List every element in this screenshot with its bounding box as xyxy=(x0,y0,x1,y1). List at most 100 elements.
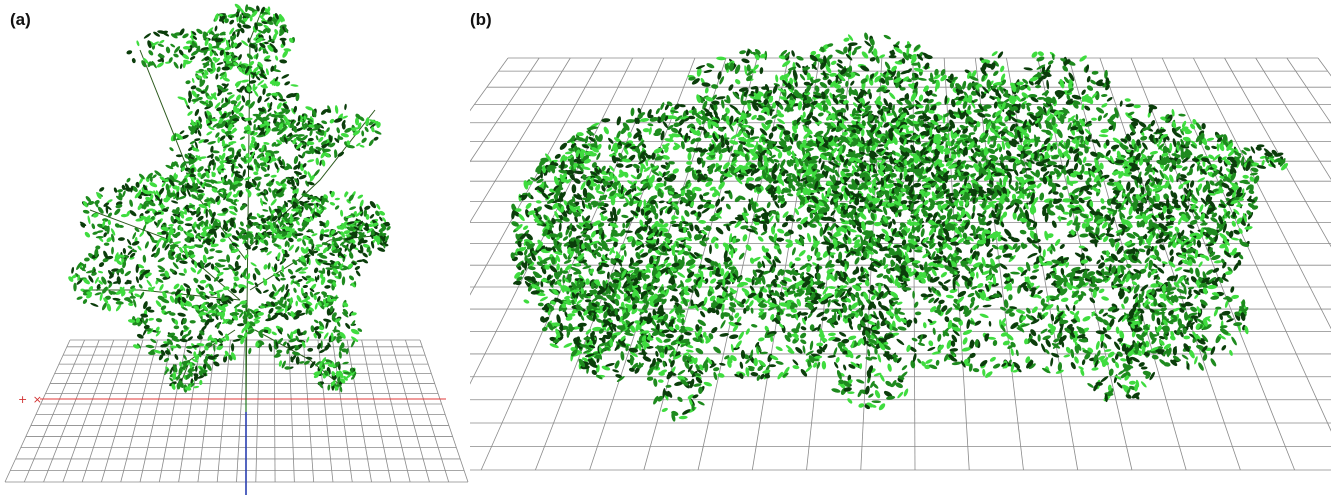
leaf xyxy=(299,361,305,364)
leaf xyxy=(131,249,137,253)
leaf xyxy=(315,258,321,266)
leaf xyxy=(286,132,293,138)
leaf xyxy=(281,39,286,46)
leaf xyxy=(331,312,337,318)
leaf xyxy=(349,232,356,237)
leaf xyxy=(138,173,145,180)
leaf xyxy=(178,49,184,56)
leaf xyxy=(121,184,126,191)
leaf xyxy=(170,43,176,48)
leaf xyxy=(254,43,258,50)
leaf xyxy=(207,302,214,308)
leaf xyxy=(320,340,323,349)
leaf xyxy=(331,296,339,300)
leaf xyxy=(216,345,222,350)
leaf xyxy=(204,38,209,47)
leaf xyxy=(233,265,242,272)
leaf xyxy=(232,193,238,198)
leaf xyxy=(320,272,324,279)
leaf xyxy=(1124,98,1131,102)
leaf xyxy=(660,102,665,111)
leaf xyxy=(310,207,316,214)
leaf xyxy=(371,230,375,236)
leaf xyxy=(206,363,212,371)
leaf xyxy=(224,130,232,135)
leaf xyxy=(227,118,233,126)
leaf xyxy=(264,97,270,102)
leaf xyxy=(290,275,296,279)
leaf xyxy=(317,259,324,262)
leaf xyxy=(307,120,313,126)
leaf xyxy=(282,50,289,58)
leaf xyxy=(305,300,313,306)
grid-a-line xyxy=(419,339,469,483)
leaf xyxy=(330,332,334,342)
leaf xyxy=(324,152,331,158)
leaf xyxy=(328,335,332,343)
leaf xyxy=(175,162,179,168)
leaf xyxy=(195,287,200,294)
leaf xyxy=(703,296,708,305)
leaf xyxy=(231,159,237,164)
axis-origin-marker: + × xyxy=(18,393,43,406)
leaf xyxy=(190,267,197,273)
leaf xyxy=(338,113,344,119)
leaf xyxy=(386,226,391,231)
leaf xyxy=(226,191,232,199)
leaf xyxy=(160,305,167,311)
leaf xyxy=(188,153,192,159)
leaf xyxy=(326,244,332,252)
leaf xyxy=(229,243,233,250)
leaf xyxy=(290,179,295,187)
leaf xyxy=(165,183,170,191)
leaf xyxy=(201,325,207,332)
leaf xyxy=(310,325,315,333)
leaf xyxy=(222,144,231,149)
leaf xyxy=(145,196,152,202)
leaf xyxy=(341,122,346,130)
leaf xyxy=(76,262,82,271)
leaf xyxy=(307,181,315,186)
leaf xyxy=(179,338,188,343)
leaf xyxy=(208,43,213,52)
leaf xyxy=(274,76,279,82)
leaf xyxy=(260,197,264,207)
leaf xyxy=(346,140,351,146)
leaf xyxy=(359,144,365,148)
leaf xyxy=(197,96,203,101)
leaf xyxy=(149,194,154,200)
leaf xyxy=(714,242,719,249)
leaf xyxy=(189,140,196,145)
leaf xyxy=(350,312,357,316)
leaf xyxy=(236,100,242,108)
leaf xyxy=(285,177,291,181)
leaf xyxy=(606,167,611,174)
leaf xyxy=(346,240,351,244)
leaf xyxy=(233,118,240,122)
leaf xyxy=(304,303,310,309)
leaf xyxy=(320,109,327,115)
leaf xyxy=(276,286,283,293)
leaf xyxy=(544,204,554,210)
leaf xyxy=(265,112,272,118)
leaf xyxy=(1125,103,1135,108)
leaf xyxy=(293,155,299,165)
leaf xyxy=(772,194,778,201)
leaf xyxy=(205,226,212,230)
leaf xyxy=(164,368,169,375)
leaf xyxy=(217,259,227,262)
leaf xyxy=(265,224,271,231)
leaf xyxy=(270,174,277,178)
leaf xyxy=(309,239,314,245)
leaf xyxy=(329,118,335,124)
leaf xyxy=(99,292,103,302)
leaf xyxy=(1201,123,1206,130)
leaf xyxy=(260,166,267,172)
leaf xyxy=(921,242,929,248)
leaf xyxy=(115,304,122,312)
leaf xyxy=(760,231,768,236)
leaf xyxy=(301,267,309,271)
leaf xyxy=(159,284,164,291)
leaf xyxy=(184,153,189,159)
leaf xyxy=(281,248,286,255)
